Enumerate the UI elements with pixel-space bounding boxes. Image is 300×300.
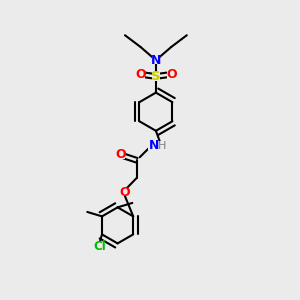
Bar bbox=[121, 188, 129, 196]
Text: S: S bbox=[151, 70, 161, 83]
Bar bbox=[94, 242, 105, 250]
Text: O: O bbox=[115, 148, 126, 161]
Bar bbox=[152, 72, 160, 81]
Bar bbox=[136, 70, 145, 79]
Bar bbox=[148, 141, 161, 150]
Bar bbox=[167, 70, 175, 79]
Text: O: O bbox=[135, 68, 146, 81]
Text: N: N bbox=[151, 54, 161, 67]
Text: N: N bbox=[149, 139, 160, 152]
Text: Cl: Cl bbox=[93, 240, 106, 253]
Bar bbox=[116, 151, 125, 159]
Text: H: H bbox=[158, 140, 166, 151]
Text: O: O bbox=[120, 185, 130, 199]
Bar bbox=[152, 56, 160, 64]
Text: O: O bbox=[166, 68, 176, 81]
